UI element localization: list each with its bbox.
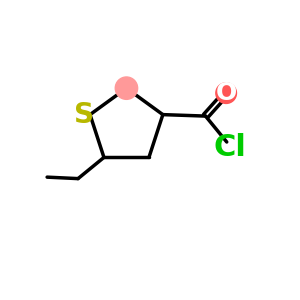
Circle shape bbox=[115, 77, 138, 99]
Circle shape bbox=[216, 83, 236, 104]
Text: O: O bbox=[215, 81, 237, 105]
Text: S: S bbox=[74, 100, 94, 129]
Text: Cl: Cl bbox=[213, 133, 246, 162]
